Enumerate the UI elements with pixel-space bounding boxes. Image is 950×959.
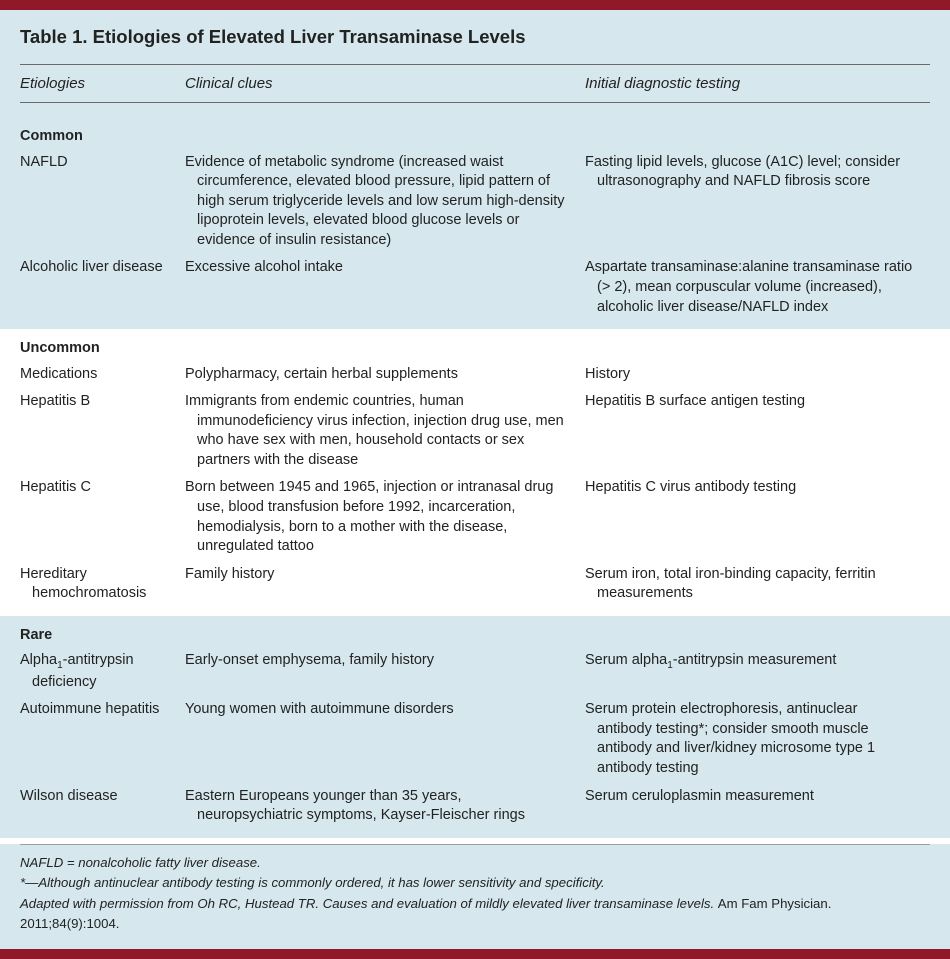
table-row: Hereditary hemochromatosis Family history… [20, 561, 930, 608]
legend-abbrev: NAFLD = nonalcoholic fatty liver disease… [20, 853, 930, 873]
etiology-text: Autoimmune hepatitis [20, 700, 171, 720]
clues-text: Evidence of metabolic syndrome (increase… [185, 153, 571, 251]
header-row: Etiologies Clinical clues Initial diagno… [20, 65, 930, 102]
cell-clues: Polypharmacy, certain herbal supplements [185, 361, 585, 389]
table-body: Common NAFLD Evidence of metabolic syndrom… [0, 117, 950, 838]
cell-clues: Eastern Europeans younger than 35 years,… [185, 783, 585, 830]
cell-testing: Serum protein electrophoresis, antinucle… [585, 696, 930, 782]
clues-text: Early-onset emphysema, family history [185, 651, 571, 671]
header-table: Etiologies Clinical clues Initial diagno… [20, 65, 930, 102]
section-table: RareAlpha1-antitrypsin deficiency Early-o… [20, 618, 930, 830]
table-row: Alpha1-antitrypsin deficiency Early-onset… [20, 647, 930, 696]
title-panel: Table 1. Etiologies of Elevated Liver Tr… [0, 10, 950, 117]
etiology-text: NAFLD [20, 153, 171, 173]
cell-clues: Born between 1945 and 1965, injection or… [185, 474, 585, 560]
clues-text: Eastern Europeans younger than 35 years,… [185, 787, 571, 826]
cell-etiology: Autoimmune hepatitis [20, 696, 185, 782]
testing-text: Fasting lipid levels, glucose (A1C) leve… [585, 153, 916, 192]
top-accent-bar [0, 0, 950, 10]
section-label-row: Rare [20, 618, 930, 648]
cell-etiology: Alpha1-antitrypsin deficiency [20, 647, 185, 696]
testing-text: Serum iron, total iron-binding capacity,… [585, 565, 916, 604]
section-label: Common [20, 119, 930, 149]
etiology-text: Hepatitis C [20, 478, 171, 498]
cell-etiology: Hepatitis C [20, 474, 185, 560]
cell-etiology: Wilson disease [20, 783, 185, 830]
cell-testing: History [585, 361, 930, 389]
clues-text: Born between 1945 and 1965, injection or… [185, 478, 571, 556]
etiology-text: Hepatitis B [20, 392, 171, 412]
section-table: Common NAFLD Evidence of metabolic syndrom… [20, 119, 930, 321]
bottom-accent-bar [0, 949, 950, 959]
legend-panel: NAFLD = nonalcoholic fatty liver disease… [0, 844, 950, 949]
table-row: Hepatitis C Born between 1945 and 1965, i… [20, 474, 930, 560]
cell-clues: Excessive alcohol intake [185, 254, 585, 321]
cell-etiology: Hereditary hemochromatosis [20, 561, 185, 608]
testing-text: Hepatitis B surface antigen testing [585, 392, 916, 412]
testing-text: Serum alpha1-antitrypsin measurement [585, 651, 916, 672]
cell-etiology: Medications [20, 361, 185, 389]
section-label: Rare [20, 618, 930, 648]
table-row: Hepatitis B Immigrants from endemic count… [20, 388, 930, 474]
etiology-text: Medications [20, 365, 171, 385]
table-row: NAFLD Evidence of metabolic syndrome (inc… [20, 149, 930, 255]
cell-testing: Fasting lipid levels, glucose (A1C) leve… [585, 149, 930, 255]
clues-text: Immigrants from endemic countries, human… [185, 392, 571, 470]
testing-text: Serum protein electrophoresis, antinucle… [585, 700, 916, 778]
legend-adapted-prefix: Adapted with permission from Oh RC, Hust… [20, 896, 718, 911]
table-row: Wilson disease Eastern Europeans younger … [20, 783, 930, 830]
table-title: Table 1. Etiologies of Elevated Liver Tr… [20, 22, 930, 64]
table-figure: Table 1. Etiologies of Elevated Liver Tr… [0, 0, 950, 959]
col-header-clues: Clinical clues [185, 65, 585, 102]
testing-text: Aspartate transaminase:alanine transamin… [585, 258, 916, 317]
section-label-row: Common [20, 119, 930, 149]
cell-etiology: Hepatitis B [20, 388, 185, 474]
cell-clues: Early-onset emphysema, family history [185, 647, 585, 696]
section-panel: RareAlpha1-antitrypsin deficiency Early-o… [0, 616, 950, 838]
cell-clues: Evidence of metabolic syndrome (increase… [185, 149, 585, 255]
clues-text: Family history [185, 565, 571, 585]
cell-clues: Immigrants from endemic countries, human… [185, 388, 585, 474]
etiology-text: Alpha1-antitrypsin deficiency [20, 651, 171, 692]
clues-text: Excessive alcohol intake [185, 258, 571, 278]
clues-text: Young women with autoimmune disorders [185, 700, 571, 720]
col-header-etiologies: Etiologies [20, 65, 185, 102]
cell-testing: Hepatitis B surface antigen testing [585, 388, 930, 474]
etiology-text: Hereditary hemochromatosis [20, 565, 171, 604]
cell-etiology: NAFLD [20, 149, 185, 255]
header-rule [20, 102, 930, 103]
section-panel: Uncommon Medications Polypharmacy, certain… [0, 329, 950, 616]
etiology-text: Alcoholic liver disease [20, 258, 171, 278]
col-header-testing: Initial diagnostic testing [585, 65, 930, 102]
etiology-text: Wilson disease [20, 787, 171, 807]
cell-clues: Young women with autoimmune disorders [185, 696, 585, 782]
section-label-row: Uncommon [20, 331, 930, 361]
cell-testing: Aspartate transaminase:alanine transamin… [585, 254, 930, 321]
cell-etiology: Alcoholic liver disease [20, 254, 185, 321]
table-row: Medications Polypharmacy, certain herbal … [20, 361, 930, 389]
section-panel: Common NAFLD Evidence of metabolic syndrom… [0, 117, 950, 329]
clues-text: Polypharmacy, certain herbal supplements [185, 365, 571, 385]
legend-note: *—Although antinuclear antibody testing … [20, 873, 930, 893]
cell-testing: Serum ceruloplasmin measurement [585, 783, 930, 830]
testing-text: Serum ceruloplasmin measurement [585, 787, 916, 807]
cell-testing: Serum iron, total iron-binding capacity,… [585, 561, 930, 608]
section-table: Uncommon Medications Polypharmacy, certain… [20, 331, 930, 608]
table-row: Alcoholic liver disease Excessive alcohol… [20, 254, 930, 321]
testing-text: Hepatitis C virus antibody testing [585, 478, 916, 498]
testing-text: History [585, 365, 916, 385]
table-row: Autoimmune hepatitis Young women with aut… [20, 696, 930, 782]
cell-testing: Hepatitis C virus antibody testing [585, 474, 930, 560]
legend-adapted: Adapted with permission from Oh RC, Hust… [20, 894, 930, 935]
legend-block: NAFLD = nonalcoholic fatty liver disease… [20, 845, 930, 935]
cell-testing: Serum alpha1-antitrypsin measurement [585, 647, 930, 696]
section-label: Uncommon [20, 331, 930, 361]
cell-clues: Family history [185, 561, 585, 608]
